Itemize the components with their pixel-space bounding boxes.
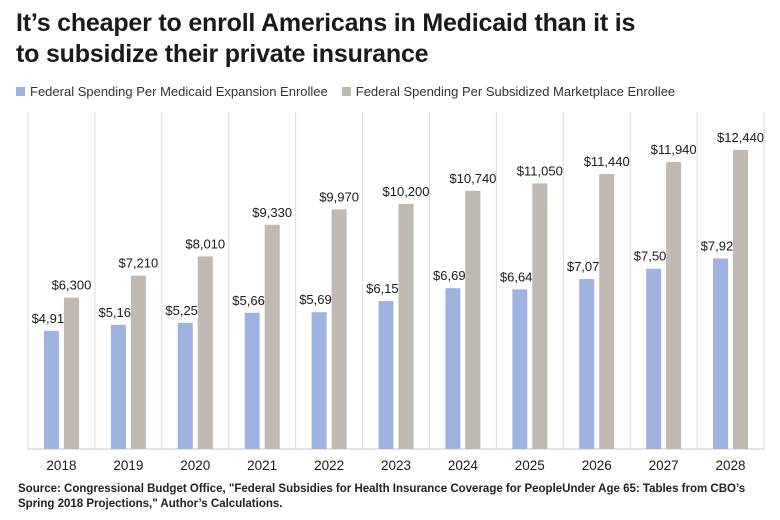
bar-medicaid <box>445 288 461 449</box>
bar-marketplace <box>130 275 146 449</box>
x-tick-label: 2021 <box>247 458 277 473</box>
bar-marketplace <box>599 174 615 449</box>
bar-marketplace <box>733 150 749 449</box>
x-tick-label: 2024 <box>448 458 479 473</box>
legend-swatch-medicaid <box>16 87 25 96</box>
data-label-marketplace: $11,440 <box>584 154 630 169</box>
data-label-medicaid: $5,167 <box>98 305 138 320</box>
data-label-medicaid: $7,071 <box>567 259 607 274</box>
legend-swatch-marketplace <box>341 87 351 96</box>
bar-medicaid <box>579 279 595 449</box>
bar-marketplace <box>398 203 414 449</box>
bar-marketplace <box>63 297 79 449</box>
legend-label-medicaid: Federal Spending Per Medicaid Expansion … <box>30 84 328 99</box>
legend-label-marketplace: Federal Spending Per Subsidized Marketpl… <box>355 84 676 99</box>
data-label-marketplace: $10,740 <box>449 171 496 186</box>
data-label-marketplace: $11,940 <box>651 142 697 157</box>
x-tick-label: 2022 <box>314 458 344 473</box>
bar-marketplace <box>331 209 347 449</box>
data-label-medicaid: $5,250 <box>165 303 205 318</box>
bar-medicaid <box>43 330 59 449</box>
source-line-1: Source: Congressional Budget Office, "Fe… <box>18 483 746 495</box>
source-line-2: Spring 2018 Projections," Author’s Calcu… <box>18 498 283 510</box>
data-label-medicaid: $7,929 <box>701 238 741 253</box>
x-tick-label: 2020 <box>180 458 210 473</box>
legend: Federal Spending Per Medicaid Expansion … <box>16 84 766 99</box>
legend-item-medicaid: Federal Spending Per Medicaid Expansion … <box>16 84 328 99</box>
x-tick-label: 2028 <box>716 458 746 473</box>
bar-chart: $4,917 $6,300 2018 $5,167 $7,210 2019 $5,250 $8… <box>27 112 765 473</box>
data-label-marketplace: $12,440 <box>717 130 764 145</box>
bar-medicaid <box>512 289 528 449</box>
x-tick-label: 2026 <box>582 458 612 473</box>
chart-title-line-2: to subsidize their private insurance <box>16 40 429 68</box>
data-label-marketplace: $10,200 <box>383 184 430 199</box>
x-tick-label: 2018 <box>46 458 76 473</box>
data-label-marketplace: $9,970 <box>319 189 359 204</box>
data-label-marketplace: $11,050 <box>517 163 563 178</box>
x-tick-label: 2025 <box>515 458 545 473</box>
chart-title-line-1: It’s cheaper to enroll Americans in Medi… <box>16 9 636 37</box>
bar-medicaid <box>311 312 327 449</box>
x-tick-label: 2023 <box>381 458 411 473</box>
bar-marketplace <box>465 190 481 450</box>
bar-marketplace <box>264 224 280 449</box>
source-note: Source: Congressional Budget Office, "Fe… <box>18 482 758 512</box>
x-tick-label: 2019 <box>113 458 143 473</box>
data-label-marketplace: $8,010 <box>185 236 225 251</box>
bar-medicaid <box>244 312 260 449</box>
bar-medicaid <box>646 268 662 449</box>
bar-marketplace <box>532 183 548 449</box>
data-label-medicaid: $4,917 <box>32 311 72 326</box>
bar-medicaid <box>177 322 193 449</box>
data-label-medicaid: $5,692 <box>299 292 339 307</box>
data-label-medicaid: $5,667 <box>232 293 272 308</box>
chart-title: It’s cheaper to enroll Americans in Medi… <box>16 8 756 70</box>
data-label-marketplace: $9,330 <box>252 205 292 220</box>
data-label-marketplace: $6,300 <box>52 278 92 293</box>
legend-item-marketplace: Federal Spending Per Subsidized Marketpl… <box>341 84 676 99</box>
bar-medicaid <box>713 258 729 449</box>
data-label-marketplace: $7,210 <box>118 256 158 271</box>
data-label-medicaid: $6,154 <box>366 281 406 296</box>
bar-marketplace <box>197 256 213 449</box>
bar-medicaid <box>110 324 126 449</box>
data-label-medicaid: $7,500 <box>634 249 674 264</box>
bar-medicaid <box>378 301 394 449</box>
x-tick-label: 2027 <box>649 458 679 473</box>
data-label-medicaid: $6,692 <box>433 268 473 283</box>
bar-marketplace <box>666 162 682 449</box>
data-label-medicaid: $6,643 <box>500 269 540 284</box>
